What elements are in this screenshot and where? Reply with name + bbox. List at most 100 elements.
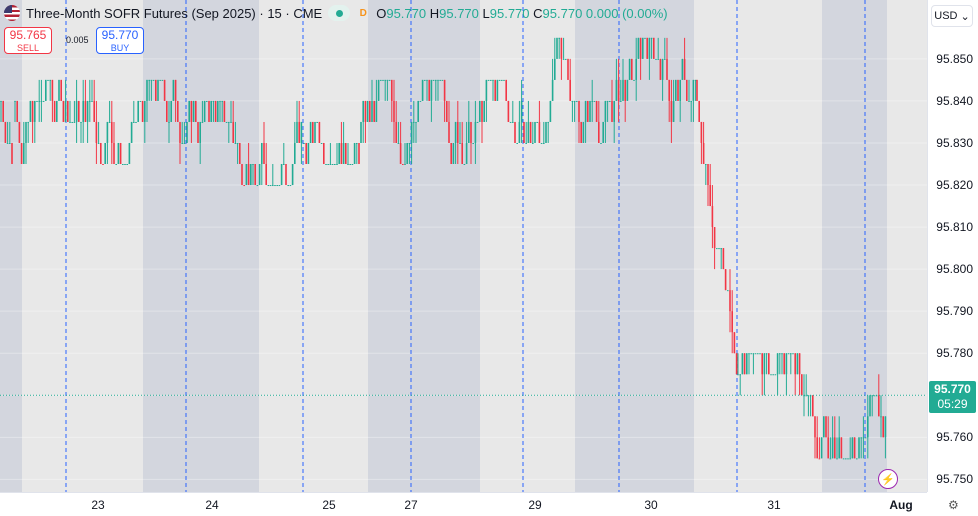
candle-body xyxy=(146,79,148,101)
candle-body xyxy=(598,121,600,143)
session-band xyxy=(887,0,927,492)
candle-body xyxy=(884,416,887,438)
candle-body xyxy=(829,458,832,460)
market-status-dot-icon[interactable] xyxy=(328,5,351,21)
price-tick-label: 95.800 xyxy=(936,262,973,277)
session-band xyxy=(143,0,259,492)
candle-body xyxy=(774,374,777,376)
candle-body xyxy=(437,79,439,81)
candle-body xyxy=(646,37,648,59)
candle-body xyxy=(388,79,391,81)
candle-body xyxy=(856,458,858,460)
candle-body xyxy=(862,437,865,439)
candle-body xyxy=(225,121,228,123)
candle-body xyxy=(525,142,527,144)
bar-countdown: 05:29 xyxy=(937,397,968,411)
candle-body xyxy=(814,416,816,438)
time-tick-label: 31 xyxy=(767,498,781,512)
candle-body xyxy=(637,37,640,59)
candle-body xyxy=(853,437,856,459)
candle-body xyxy=(536,121,538,123)
candle-body xyxy=(540,142,543,144)
delayed-data-badge[interactable]: D xyxy=(359,7,367,19)
candle-body xyxy=(347,164,349,165)
candle-body xyxy=(159,79,161,81)
candle-body xyxy=(668,79,670,101)
candle-body xyxy=(102,164,104,165)
candle-body xyxy=(452,142,455,164)
candle-body xyxy=(549,100,552,122)
candle-body xyxy=(384,79,386,81)
gear-icon[interactable]: ⚙ xyxy=(948,498,959,512)
candle-body xyxy=(604,100,607,122)
candle-body xyxy=(650,37,653,39)
candle-body xyxy=(776,353,779,375)
currency-selector[interactable]: USD ⌄ xyxy=(931,5,973,27)
candle-body xyxy=(609,100,611,102)
candle-body xyxy=(571,100,574,102)
candle-body xyxy=(631,58,633,80)
buy-button[interactable]: 95.770 BUY xyxy=(96,27,144,54)
price-chart[interactable] xyxy=(0,0,927,492)
candle-body xyxy=(554,58,556,80)
candle-body xyxy=(459,142,461,144)
candle-body xyxy=(765,353,768,355)
symbol-title[interactable]: Three-Month SOFR Futures (Sep 2025) · 15… xyxy=(26,5,323,21)
time-tick-label: 27 xyxy=(404,498,418,512)
ohlc-values: O95.770 H95.770 L95.770 C95.770 0.000 (0… xyxy=(376,5,668,21)
candle-body xyxy=(320,142,323,144)
candle-body xyxy=(230,121,232,123)
candle-body xyxy=(150,79,153,81)
candle-body xyxy=(69,121,71,123)
candle-body xyxy=(514,121,516,143)
candle-body xyxy=(82,100,84,122)
candle-body xyxy=(707,164,709,186)
candle-body xyxy=(40,100,43,102)
symbol-legend: Three-Month SOFR Futures (Sep 2025) · 15… xyxy=(4,3,668,23)
candle-body xyxy=(794,353,796,375)
candle-body xyxy=(272,185,274,187)
candle-body xyxy=(688,100,690,102)
candle-body xyxy=(38,100,40,102)
lightning-icon[interactable]: ⚡ xyxy=(878,469,898,489)
candle-body xyxy=(148,79,150,81)
candle-body xyxy=(369,100,371,122)
candle-body xyxy=(217,100,219,122)
candle-body xyxy=(263,142,265,164)
candle-body xyxy=(243,185,245,187)
session-band xyxy=(0,0,22,492)
candle-body xyxy=(624,79,626,101)
candle-body xyxy=(334,164,336,165)
candle-body xyxy=(490,79,492,81)
candle-body xyxy=(796,353,799,375)
candle-body xyxy=(49,79,51,81)
candle-body xyxy=(58,79,60,101)
candle-body xyxy=(274,185,276,187)
price-axis[interactable]: 95.750 95.760 95.770 95.780 95.790 95.800 95.8… xyxy=(927,0,978,492)
candle-body xyxy=(565,58,567,60)
candle-body xyxy=(816,437,818,459)
candle-body xyxy=(659,58,662,80)
candle-body xyxy=(199,121,201,143)
candle-body xyxy=(759,353,761,355)
price-tick-label: 95.750 xyxy=(936,472,973,487)
candle-body xyxy=(172,79,175,101)
candle-body xyxy=(457,121,459,143)
time-tick-label: 29 xyxy=(528,498,542,512)
candle-body xyxy=(124,164,126,165)
last-price-value: 95.770 xyxy=(934,382,971,396)
candle-body xyxy=(0,100,2,102)
candle-body xyxy=(600,142,602,144)
candle-body xyxy=(763,353,766,375)
candle-body xyxy=(792,353,794,355)
time-axis[interactable]: 23 24 25 27 29 30 31 Aug xyxy=(0,492,927,516)
candle-body xyxy=(415,121,417,123)
candle-body xyxy=(128,142,131,164)
sell-button[interactable]: 95.765 SELL xyxy=(4,27,52,54)
time-tick-label: 23 xyxy=(91,498,105,512)
candle-body xyxy=(366,100,369,122)
candle-body xyxy=(108,121,111,123)
candle-body xyxy=(241,164,243,186)
candle-body xyxy=(666,58,668,80)
candle-body xyxy=(615,79,618,101)
